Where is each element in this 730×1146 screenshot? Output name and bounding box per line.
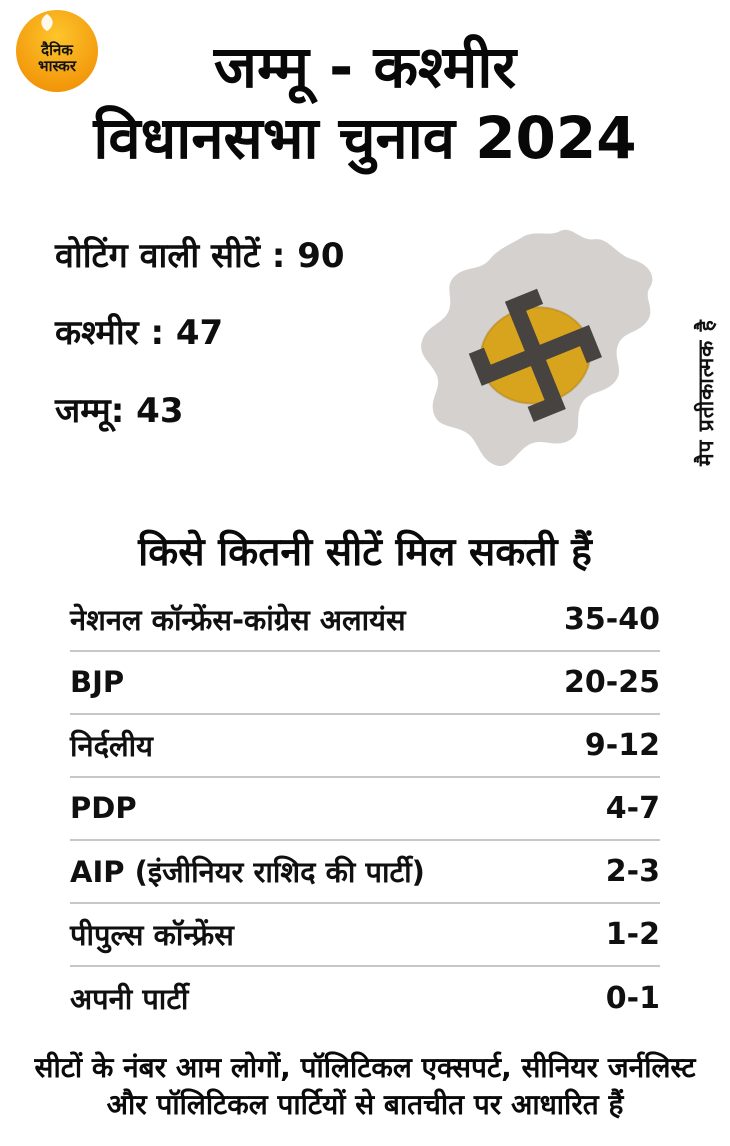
table-row: PDP 4-7 <box>70 778 660 841</box>
logo-text: दैनिक भास्कर <box>16 10 98 92</box>
seat-range: 4-7 <box>605 790 660 826</box>
voting-stamp-icon <box>468 288 602 423</box>
seat-table-title: किसे कितनी सीटें मिल सकती हैं <box>138 529 592 575</box>
party-name: अपनी पार्टी <box>70 981 189 1016</box>
seat-range: 35-40 <box>564 601 660 637</box>
dainik-bhaskar-logo: दैनिक भास्कर <box>16 10 98 92</box>
logo-line1: दैनिक <box>41 40 73 59</box>
seat-range: 1-2 <box>605 916 660 952</box>
party-name: नेशनल कॉन्फ्रेंस-कांग्रेस अलायंस <box>70 602 406 637</box>
map-graphic <box>421 229 653 467</box>
logo-line2: भास्कर <box>38 57 76 75</box>
table-row: अपनी पार्टी 0-1 <box>70 967 660 1030</box>
party-name: निर्दलीय <box>70 728 153 763</box>
seat-range: 0-1 <box>605 980 660 1016</box>
seat-stats: वोटिंग वाली सीटें : 90 कश्मीर : 47 जम्मू… <box>55 236 435 432</box>
logo-flame-icon <box>41 14 53 31</box>
stat-total-voting-seats: वोटिंग वाली सीटें : 90 <box>55 235 345 276</box>
map-disclaimer-note: मैप प्रतीकात्मक है <box>694 319 718 466</box>
table-row: AIP (इंजीनियर राशिद की पार्टी) 2-3 <box>70 841 660 904</box>
table-row: BJP 20-25 <box>70 652 660 715</box>
logo-circle-graphic <box>16 10 98 92</box>
seat-range: 9-12 <box>584 727 660 763</box>
table-row: निर्दलीय 9-12 <box>70 715 660 778</box>
party-name: PDP <box>70 791 137 826</box>
page-title: जम्मू - कश्मीर विधानसभा चुनाव 2024 <box>0 0 730 174</box>
party-name: पीपुल्स कॉन्फ्रेंस <box>70 917 234 952</box>
seat-prediction-table: नेशनल कॉन्फ्रेंस-कांग्रेस अलायंस 35-40 B… <box>70 589 660 1030</box>
jammu-kashmir-map <box>415 225 670 495</box>
methodology-note: सीटों के नंबर आम लोगों, पॉलिटिकल एक्सपर्… <box>34 1050 696 1121</box>
party-name: AIP (इंजीनियर राशिद की पार्टी) <box>70 854 425 889</box>
seat-range: 20-25 <box>564 664 660 700</box>
title-line1: जम्मू - कश्मीर <box>213 33 517 101</box>
title-line2: विधानसभा चुनाव 2024 <box>93 103 637 172</box>
table-row: पीपुल्स कॉन्फ्रेंस 1-2 <box>70 904 660 967</box>
stat-jammu-seats: जम्मू: 43 <box>55 391 184 432</box>
party-name: BJP <box>70 665 125 700</box>
table-row: नेशनल कॉन्फ्रेंस-कांग्रेस अलायंस 35-40 <box>70 589 660 652</box>
seat-range: 2-3 <box>605 853 660 889</box>
stat-kashmir-seats: कश्मीर : 47 <box>55 313 224 354</box>
